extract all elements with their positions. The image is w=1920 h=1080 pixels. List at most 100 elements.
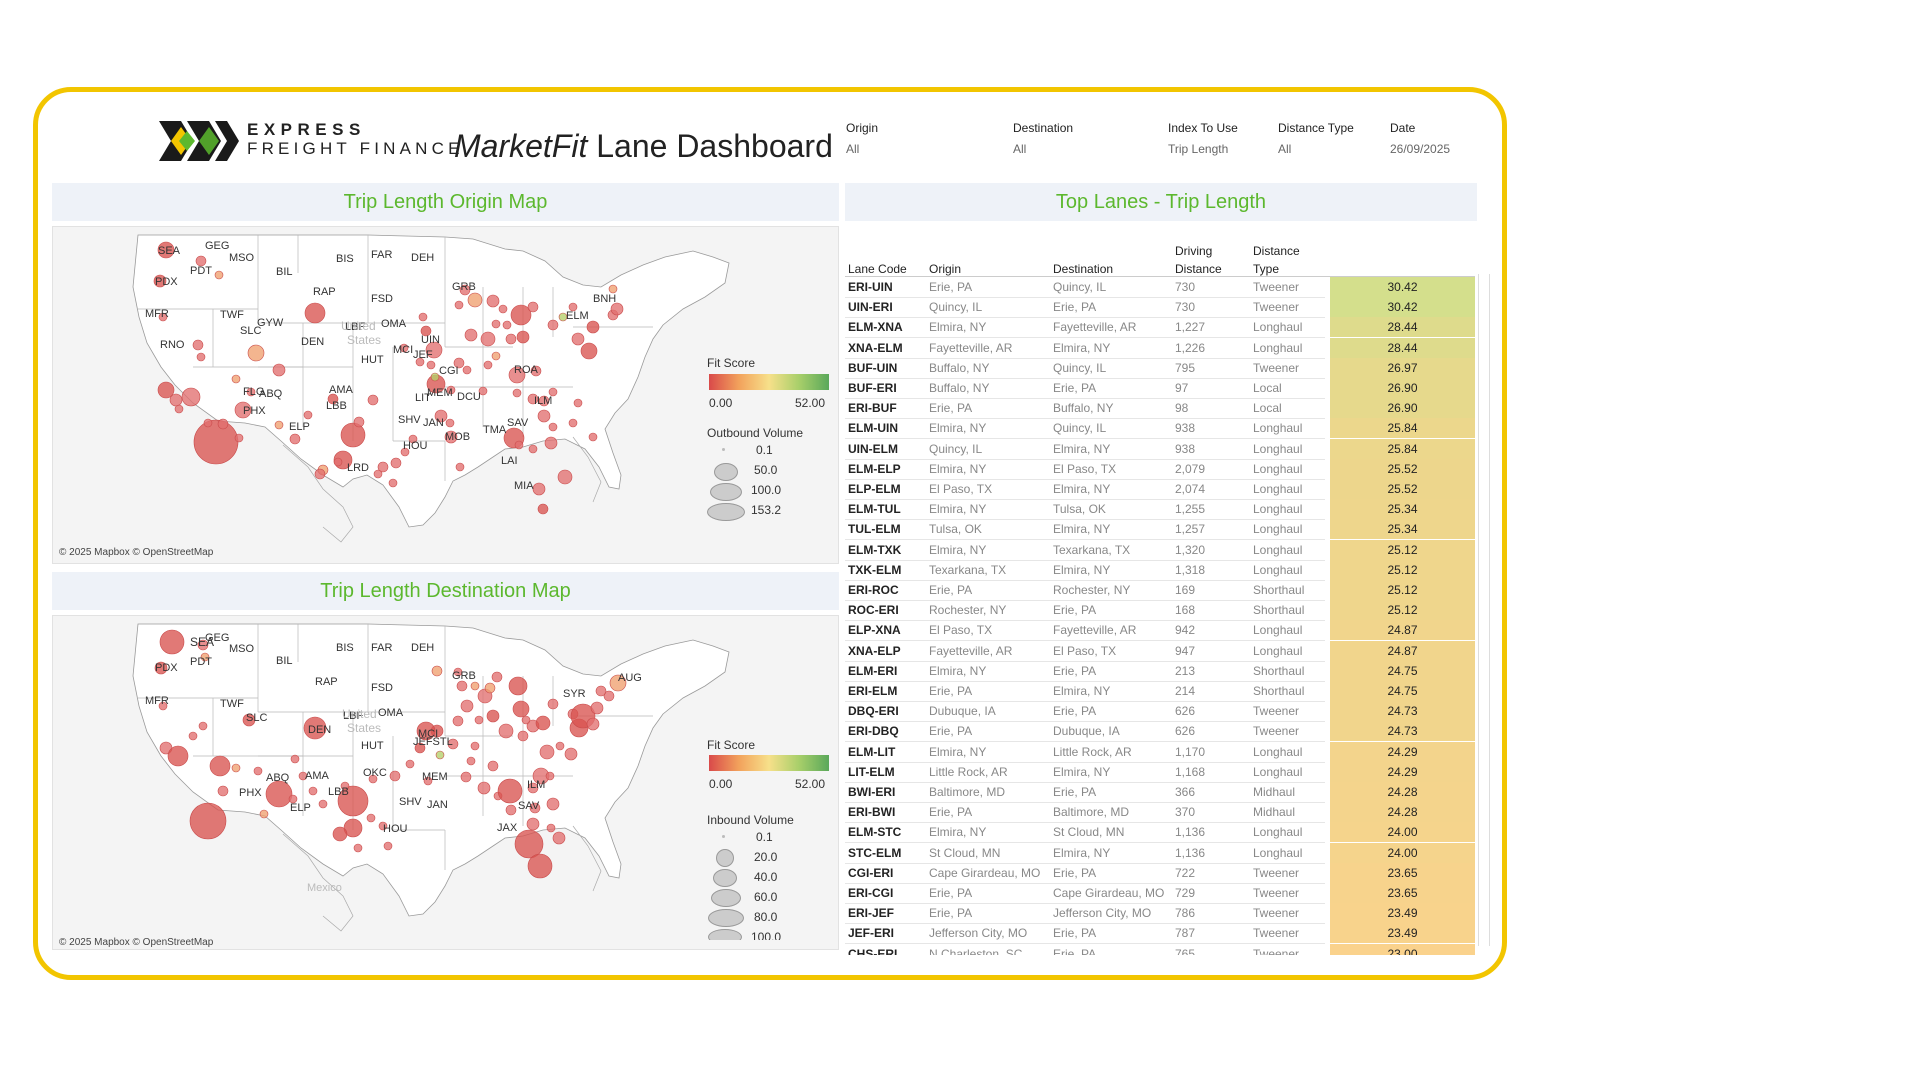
volume-bubble[interactable] bbox=[373, 469, 383, 479]
volume-bubble[interactable] bbox=[528, 444, 538, 454]
volume-bubble[interactable] bbox=[512, 700, 530, 718]
volume-bubble[interactable] bbox=[453, 667, 463, 677]
volume-bubble[interactable] bbox=[416, 721, 436, 741]
table-row[interactable]: ERI-JEF Erie, PA Jefferson City, MO 786 Twee… bbox=[845, 903, 1475, 924]
volume-bubble[interactable] bbox=[247, 344, 265, 362]
volume-bubble[interactable] bbox=[480, 331, 496, 347]
volume-bubble[interactable] bbox=[470, 741, 480, 751]
volume-bubble[interactable] bbox=[453, 357, 465, 369]
volume-bubble[interactable] bbox=[573, 398, 583, 408]
volume-bubble[interactable] bbox=[547, 698, 559, 710]
volume-bubble[interactable] bbox=[464, 328, 478, 342]
volume-bubble[interactable] bbox=[548, 422, 558, 432]
volume-bubble[interactable] bbox=[537, 503, 549, 515]
volume-bubble[interactable] bbox=[159, 629, 185, 655]
filter-destination[interactable]: Destination All bbox=[1013, 121, 1073, 156]
volume-bubble[interactable] bbox=[209, 755, 231, 777]
volume-bubble[interactable] bbox=[217, 418, 229, 430]
col-lane-code[interactable]: Lane Code bbox=[848, 262, 907, 276]
table-row[interactable]: ROC-ERI Rochester, NY Erie, PA 168 Shorthaul… bbox=[845, 600, 1475, 621]
volume-bubble[interactable] bbox=[231, 374, 241, 384]
volume-bubble[interactable] bbox=[548, 387, 558, 397]
volume-bubble[interactable] bbox=[568, 418, 578, 428]
filter-index-value[interactable]: Trip Length bbox=[1168, 142, 1229, 156]
table-row[interactable]: ELM-TXK Elmira, NY Texarkana, TX 1,320 Longh… bbox=[845, 539, 1475, 560]
table-row[interactable]: ELM-LIT Elmira, NY Little Rock, AR 1,170 Lon… bbox=[845, 741, 1475, 762]
volume-bubble[interactable] bbox=[477, 781, 491, 795]
volume-bubble[interactable] bbox=[595, 685, 607, 697]
volume-bubble[interactable] bbox=[544, 436, 558, 450]
volume-bubble[interactable] bbox=[460, 771, 472, 783]
table-row[interactable]: ERI-ELM Erie, PA Elmira, NY 214 Shorthaul 24.… bbox=[845, 681, 1475, 701]
volume-bubble[interactable] bbox=[527, 782, 539, 794]
volume-bubble[interactable] bbox=[195, 255, 207, 267]
volume-bubble[interactable] bbox=[415, 357, 425, 367]
volume-bubble[interactable] bbox=[452, 715, 464, 727]
table-row[interactable]: ELM-XNA Elmira, NY Fayetteville, AR 1,227 Lo… bbox=[845, 317, 1475, 338]
filter-distance-type[interactable]: Distance Type All bbox=[1278, 121, 1354, 156]
volume-bubble[interactable] bbox=[610, 302, 624, 316]
table-row[interactable]: ELP-ELM El Paso, TX Elmira, NY 2,074 Longhau… bbox=[845, 479, 1475, 499]
volume-bubble[interactable] bbox=[486, 709, 500, 723]
volume-bubble[interactable] bbox=[517, 730, 529, 742]
volume-bubble[interactable] bbox=[526, 817, 540, 831]
filter-date-value[interactable]: 26/09/2025 bbox=[1390, 142, 1451, 156]
volume-bubble[interactable] bbox=[314, 468, 326, 480]
table-row[interactable]: LIT-ELM Little Rock, AR Elmira, NY 1,168 Lon… bbox=[845, 761, 1475, 782]
volume-bubble[interactable] bbox=[484, 682, 496, 694]
volume-bubble[interactable] bbox=[483, 360, 493, 370]
volume-bubble[interactable] bbox=[557, 469, 573, 485]
volume-bubble[interactable] bbox=[303, 716, 327, 740]
table-row[interactable]: ELM-STC Elmira, NY St Cloud, MN 1,136 Longha… bbox=[845, 822, 1475, 843]
table-row[interactable]: JEF-ERI Jefferson City, MO Erie, PA 787 Twee… bbox=[845, 923, 1475, 944]
volume-bubble[interactable] bbox=[353, 843, 363, 853]
volume-bubble[interactable] bbox=[455, 462, 465, 472]
volume-bubble[interactable] bbox=[487, 760, 499, 772]
volume-bubble[interactable] bbox=[246, 387, 256, 397]
table-row[interactable]: UIN-ELM Quincy, IL Elmira, NY 938 Longhaul 25… bbox=[845, 438, 1475, 459]
volume-bubble[interactable] bbox=[514, 440, 524, 450]
volume-bubble[interactable] bbox=[217, 785, 229, 797]
table-row[interactable]: STC-ELM St Cloud, MN Elmira, NY 1,136 Longha… bbox=[845, 842, 1475, 863]
table-row[interactable]: ERI-UIN Erie, PA Quincy, IL 730 Tweener 30.42 bbox=[845, 277, 1475, 297]
volume-bubble[interactable] bbox=[462, 365, 472, 375]
volume-bubble[interactable] bbox=[497, 778, 523, 804]
volume-bubble[interactable] bbox=[564, 747, 578, 761]
volume-bubble[interactable] bbox=[466, 756, 476, 766]
volume-bubble[interactable] bbox=[586, 320, 600, 334]
volume-bubble[interactable] bbox=[200, 652, 210, 662]
volume-bubble[interactable] bbox=[304, 302, 326, 324]
table-row[interactable]: CHS-ERI N Charleston, SC Erie, PA 765 Tweene… bbox=[845, 943, 1475, 955]
volume-bubble[interactable] bbox=[486, 294, 500, 308]
volume-bubble[interactable] bbox=[290, 754, 300, 764]
filter-origin-value[interactable]: All bbox=[846, 142, 860, 156]
volume-bubble[interactable] bbox=[383, 841, 393, 851]
volume-bubble[interactable] bbox=[508, 366, 526, 384]
volume-bubble[interactable] bbox=[580, 342, 598, 360]
table-row[interactable]: TUL-ELM Tulsa, OK Elmira, NY 1,257 Longhaul 2… bbox=[845, 519, 1475, 540]
volume-bubble[interactable] bbox=[609, 674, 627, 692]
table-scrollbar[interactable] bbox=[1478, 274, 1490, 946]
volume-bubble[interactable] bbox=[447, 738, 459, 750]
volume-bubble[interactable] bbox=[527, 301, 539, 313]
volume-bubble[interactable] bbox=[214, 270, 224, 280]
volume-bubble[interactable] bbox=[378, 821, 388, 831]
volume-bubble[interactable] bbox=[516, 330, 530, 344]
table-row[interactable]: XNA-ELM Fayetteville, AR Elmira, NY 1,226 Lo… bbox=[845, 337, 1475, 358]
volume-bubble[interactable] bbox=[512, 388, 522, 398]
volume-bubble[interactable] bbox=[588, 432, 598, 442]
volume-bubble[interactable] bbox=[527, 393, 539, 405]
volume-bubble[interactable] bbox=[444, 430, 458, 444]
volume-bubble[interactable] bbox=[474, 715, 484, 725]
volume-bubble[interactable] bbox=[399, 343, 409, 353]
volume-bubble[interactable] bbox=[327, 393, 339, 405]
volume-bubble[interactable] bbox=[498, 304, 508, 314]
volume-bubble[interactable] bbox=[198, 721, 208, 731]
volume-bubble[interactable] bbox=[431, 665, 443, 677]
volume-bubble[interactable] bbox=[530, 365, 542, 377]
table-row[interactable]: ELM-ERI Elmira, NY Erie, PA 213 Shorthaul 24.… bbox=[845, 660, 1475, 681]
volume-bubble[interactable] bbox=[538, 395, 550, 407]
volume-bubble[interactable] bbox=[586, 717, 600, 731]
volume-bubble[interactable] bbox=[532, 482, 546, 496]
